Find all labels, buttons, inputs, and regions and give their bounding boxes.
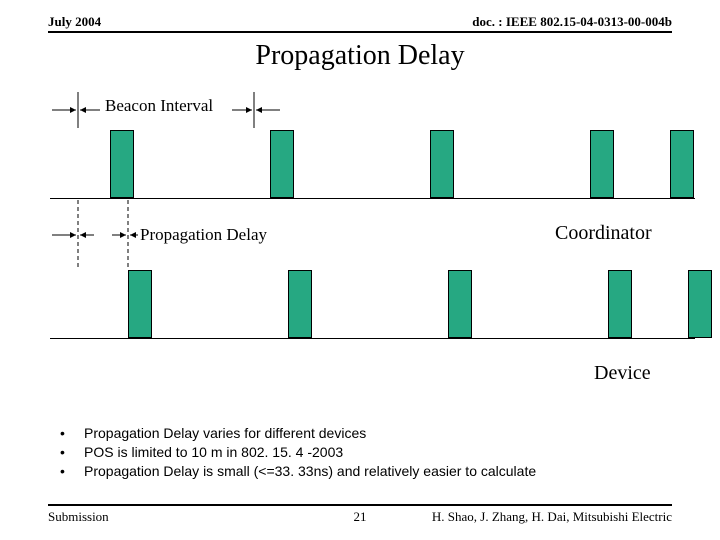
bullet-item: • Propagation Delay is small (<=33. 33ns… [60,462,536,481]
bullet-item: • Propagation Delay varies for different… [60,424,536,443]
coordinator-label: Coordinator [555,222,652,245]
propagation-delay-label: Propagation Delay [140,225,267,245]
footer-rule [48,504,672,506]
device-label: Device [594,362,651,385]
header-rule [48,31,672,33]
device-beacon-bar [448,270,472,338]
bullet-dot-icon: • [60,462,84,481]
bullet-dot-icon: • [60,424,84,443]
coordinator-timeline [50,198,695,199]
coordinator-beacon-bar [670,130,694,198]
bullet-text: POS is limited to 10 m in 802. 15. 4 -20… [84,443,343,462]
device-beacon-bar [688,270,712,338]
coordinator-beacon-bar [430,130,454,198]
bullet-text: Propagation Delay varies for different d… [84,424,366,443]
device-beacon-bar [608,270,632,338]
header-date: July 2004 [48,14,101,30]
device-beacon-bar [128,270,152,338]
header-doc-id: doc. : IEEE 802.15-04-0313-00-004b [472,14,672,30]
bullet-item: • POS is limited to 10 m in 802. 15. 4 -… [60,443,536,462]
slide-title: Propagation Delay [0,40,720,72]
footer-authors: H. Shao, J. Zhang, H. Dai, Mitsubishi El… [432,509,672,525]
device-beacon-bar [288,270,312,338]
bullet-text: Propagation Delay is small (<=33. 33ns) … [84,462,536,481]
coordinator-beacon-bar [590,130,614,198]
bullet-dot-icon: • [60,443,84,462]
beacon-interval-label: Beacon Interval [105,96,213,116]
coordinator-beacon-bar [270,130,294,198]
bullet-list: • Propagation Delay varies for different… [60,424,536,481]
coordinator-beacon-bar [110,130,134,198]
device-timeline [50,338,695,339]
